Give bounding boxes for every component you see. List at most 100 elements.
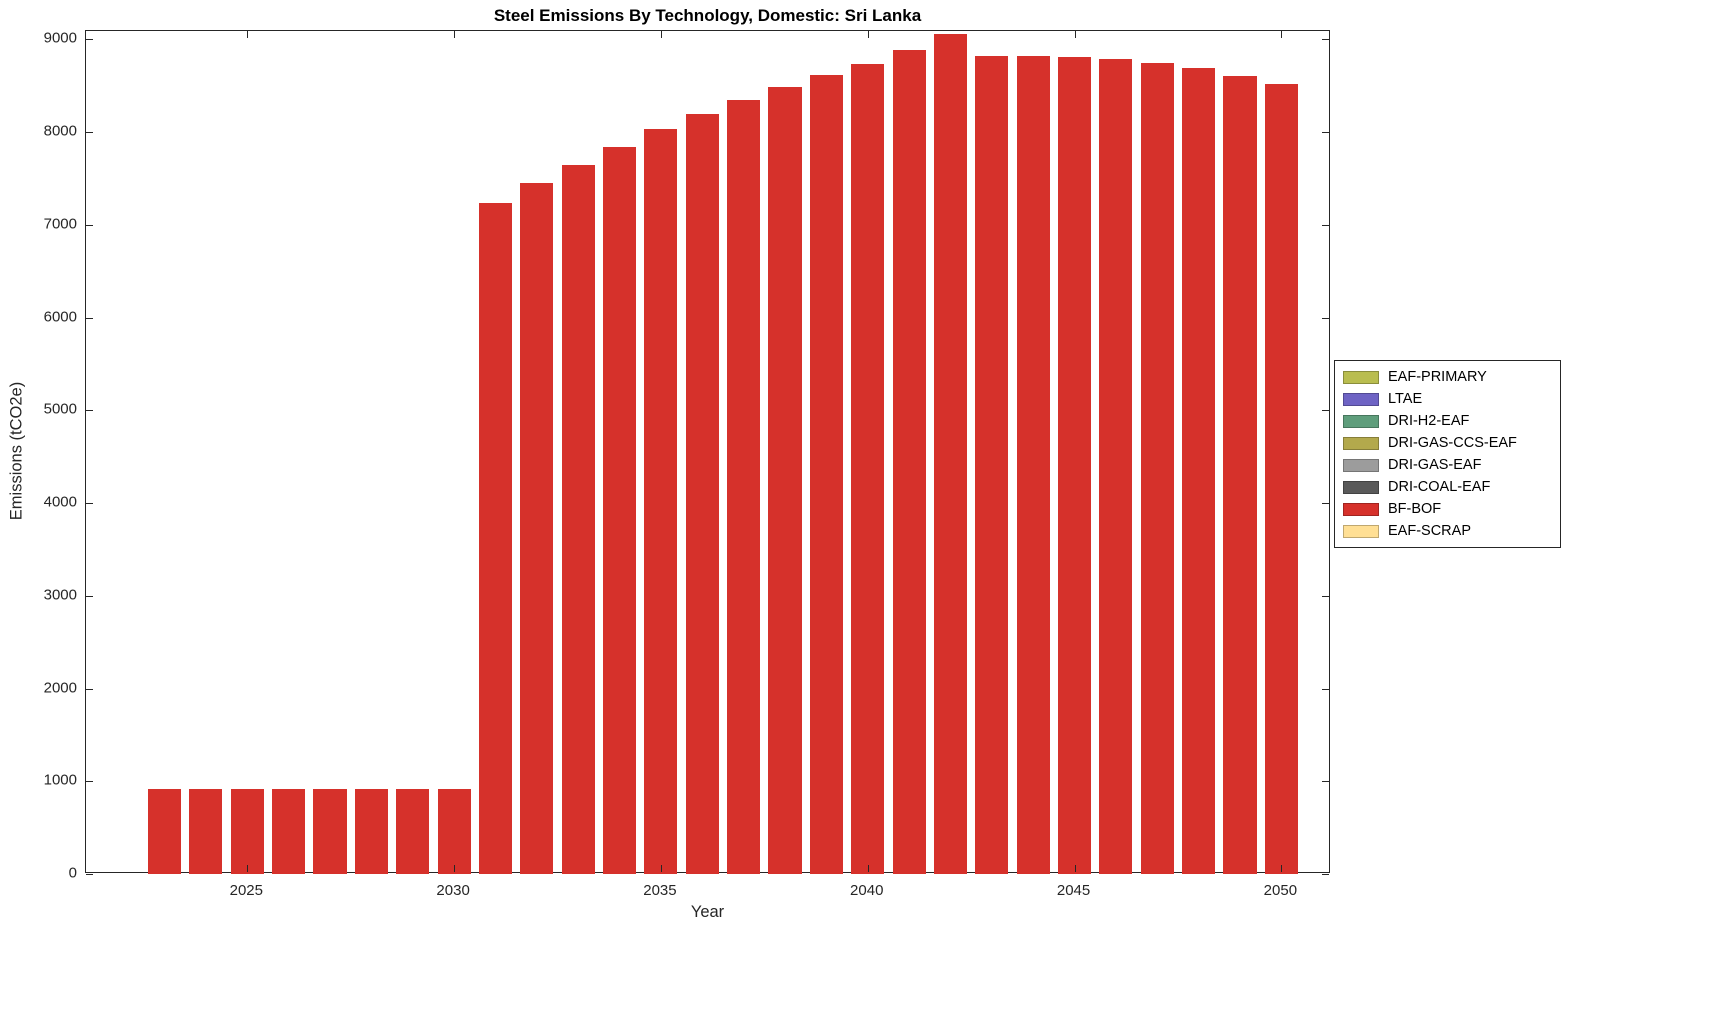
legend-label-dri-gas-eaf: DRI-GAS-EAF	[1388, 457, 1482, 473]
y-tick-label-5000: 5000	[43, 400, 77, 418]
x-tick-top-2040	[867, 31, 869, 38]
x-tick-2040	[867, 865, 869, 872]
bar-2026	[272, 788, 306, 874]
y-tick-right-4000	[1322, 503, 1329, 505]
plot-area	[85, 30, 1330, 875]
y-tick-7000	[86, 224, 93, 226]
legend-label-eaf-scrap: EAF-SCRAP	[1388, 523, 1471, 539]
legend-item-ltae: LTAE	[1343, 388, 1552, 410]
x-tick-2025	[247, 865, 249, 872]
x-tick-label-2030: 2030	[436, 882, 470, 899]
y-tick-right-7000	[1322, 224, 1329, 226]
y-tick-8000	[86, 132, 93, 134]
legend-label-dri-h2-eaf: DRI-H2-EAF	[1388, 413, 1470, 429]
legend-label-dri-gas-ccs-eaf: DRI-GAS-CCS-EAF	[1388, 435, 1517, 451]
y-tick-label-8000: 8000	[43, 122, 77, 140]
y-tick-label-2000: 2000	[43, 679, 77, 697]
y-tick-label-9000: 9000	[43, 29, 77, 47]
x-tick-2035	[660, 865, 662, 872]
y-tick-label-7000: 7000	[43, 215, 77, 233]
bar-2046	[1099, 58, 1133, 874]
y-tick-9000	[86, 39, 93, 41]
bar-2033	[561, 164, 595, 874]
x-tick-top-2030	[454, 31, 456, 38]
bar-2042	[933, 33, 967, 874]
legend-item-eaf-primary: EAF-PRIMARY	[1343, 366, 1552, 388]
chart-title: Steel Emissions By Technology, Domestic:…	[493, 6, 922, 25]
x-tick-top-2045	[1074, 31, 1076, 38]
legend-item-dri-gas-ccs-eaf: DRI-GAS-CCS-EAF	[1343, 432, 1552, 454]
x-tick-2045	[1074, 865, 1076, 872]
bar-2036	[685, 113, 719, 874]
y-tick-2000	[86, 688, 93, 690]
y-tick-label-1000: 1000	[43, 771, 77, 789]
legend-swatch-eaf-scrap	[1343, 524, 1379, 538]
legend-label-bf-bof: BF-BOF	[1388, 501, 1442, 517]
x-tick-top-2050	[1281, 31, 1283, 38]
x-tick-label-2045: 2045	[1056, 882, 1091, 899]
bar-2039	[809, 74, 843, 874]
x-tick-label-2040: 2040	[850, 882, 884, 899]
y-tick-right-6000	[1322, 317, 1329, 319]
bar-2034	[603, 146, 637, 874]
x-axis-label: Year	[690, 903, 725, 921]
legend-item-dri-gas-eaf: DRI-GAS-EAF	[1343, 454, 1552, 476]
y-tick-right-9000	[1322, 39, 1329, 41]
y-tick-label-3000: 3000	[43, 586, 77, 604]
x-tick-label-2025: 2025	[229, 882, 263, 899]
y-tick-right-5000	[1322, 410, 1329, 412]
y-tick-4000	[86, 503, 93, 505]
y-tick-1000	[86, 781, 93, 783]
y-tick-right-8000	[1322, 132, 1329, 134]
bar-2038	[768, 86, 802, 874]
x-tick-2030	[454, 865, 456, 872]
y-tick-5000	[86, 410, 93, 412]
legend-label-eaf-primary: EAF-PRIMARY	[1388, 369, 1487, 385]
x-tick-label-2035: 2035	[643, 882, 677, 899]
bar-2027	[313, 788, 347, 874]
legend-swatch-ltae	[1343, 392, 1379, 406]
bar-2040	[851, 64, 885, 874]
legend-item-bf-bof: BF-BOF	[1343, 498, 1552, 520]
legend-item-dri-coal-eaf: DRI-COAL-EAF	[1343, 476, 1552, 498]
bar-2023	[148, 788, 182, 874]
bar-2025	[230, 788, 264, 874]
y-tick-3000	[86, 595, 93, 597]
y-tick-right-2000	[1322, 688, 1329, 690]
y-tick-right-0	[1322, 874, 1329, 875]
bar-2032	[520, 183, 554, 874]
legend-swatch-dri-h2-eaf	[1343, 414, 1379, 428]
y-tick-right-3000	[1322, 595, 1329, 597]
bar-2037	[727, 99, 761, 874]
legend-swatch-dri-coal-eaf	[1343, 480, 1379, 494]
x-tick-label-2050: 2050	[1263, 882, 1298, 899]
y-tick-label-4000: 4000	[43, 493, 77, 511]
x-tick-top-2025	[247, 31, 249, 38]
y-tick-label-0: 0	[68, 864, 77, 882]
bar-2031	[478, 203, 513, 874]
x-tick-2050	[1281, 865, 1283, 872]
bar-2044	[1016, 56, 1050, 874]
y-tick-6000	[86, 317, 93, 319]
bar-2041	[892, 50, 926, 874]
bar-2050	[1264, 83, 1298, 874]
legend-item-eaf-scrap: EAF-SCRAP	[1343, 520, 1552, 542]
legend-item-dri-h2-eaf: DRI-H2-EAF	[1343, 410, 1552, 432]
legend-label-ltae: LTAE	[1388, 391, 1423, 407]
bar-2048	[1182, 68, 1216, 874]
legend-swatch-eaf-primary	[1343, 370, 1379, 384]
bar-2045	[1058, 56, 1092, 874]
bar-2030	[437, 788, 471, 874]
bar-2024	[189, 788, 223, 874]
bar-2035	[644, 129, 678, 874]
legend-swatch-bf-bof	[1343, 502, 1379, 516]
bar-2028	[354, 788, 388, 874]
bar-2049	[1223, 75, 1257, 874]
x-tick-top-2035	[660, 31, 662, 38]
legend: EAF-PRIMARY LTAE DRI-H2-EAF DRI-GAS-CCS-EAF…	[1334, 360, 1561, 548]
legend-swatch-dri-gas-ccs-eaf	[1343, 436, 1379, 450]
y-tick-0	[86, 874, 93, 875]
legend-label-dri-coal-eaf: DRI-COAL-EAF	[1388, 479, 1491, 495]
bar-2043	[975, 56, 1009, 874]
